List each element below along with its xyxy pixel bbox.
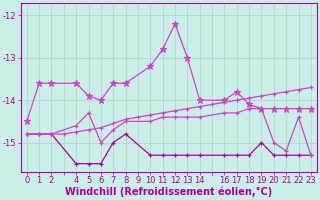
X-axis label: Windchill (Refroidissement éolien,°C): Windchill (Refroidissement éolien,°C) xyxy=(65,187,272,197)
